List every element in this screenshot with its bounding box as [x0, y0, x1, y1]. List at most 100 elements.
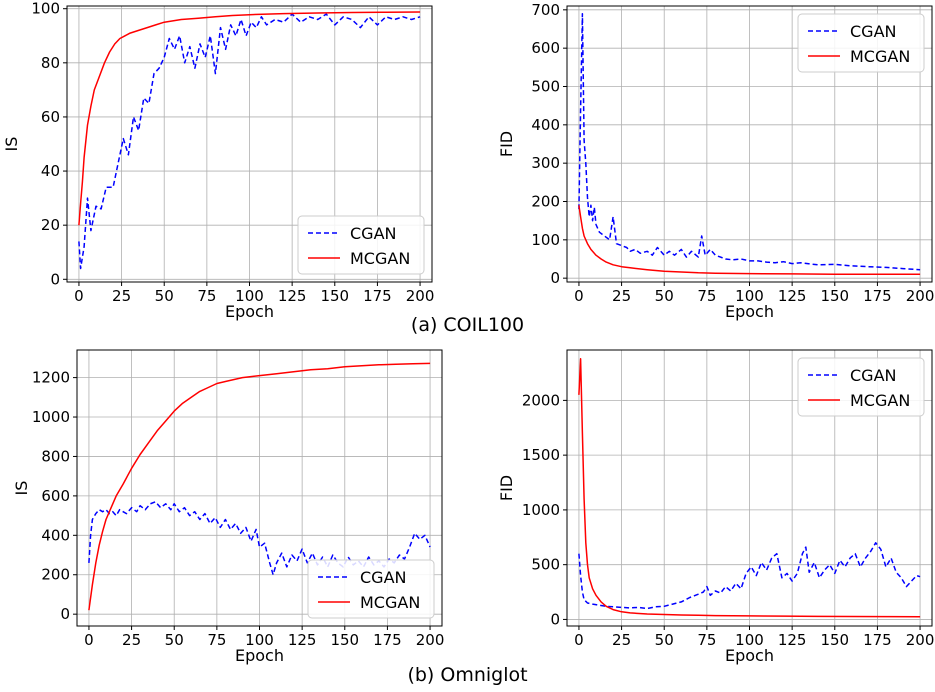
x-tick-label: 100: [245, 631, 274, 649]
x-axis-label: Epoch: [235, 646, 284, 665]
x-tick-label: 100: [235, 287, 264, 305]
x-tick-label: 200: [906, 287, 935, 305]
legend-label-mcgan: MCGAN: [850, 391, 910, 410]
y-tick-label: 500: [531, 78, 560, 96]
series-line-mcgan: [78, 11, 421, 226]
x-tick-label: 25: [112, 287, 131, 305]
legend-label-cgan: CGAN: [850, 22, 896, 41]
y-tick-label: 2000: [522, 391, 560, 409]
x-tick-label: 0: [74, 287, 84, 305]
x-tick-label: 50: [655, 631, 674, 649]
y-axis-label: IS: [2, 137, 21, 152]
legend: CGAN MCGAN: [307, 559, 435, 619]
y-tick-label: 200: [41, 566, 70, 584]
x-tick-label: 125: [778, 631, 807, 649]
x-tick-label: 175: [863, 287, 892, 305]
y-axis-label: FID: [497, 131, 516, 157]
y-tick-label: 1500: [522, 446, 560, 464]
x-tick-label: 25: [122, 631, 141, 649]
legend-label-cgan: CGAN: [350, 224, 396, 243]
y-axis-label: FID: [497, 475, 516, 501]
x-tick-label: 75: [697, 287, 716, 305]
legend-label-cgan: CGAN: [850, 366, 896, 385]
y-tick-label: 40: [41, 162, 60, 180]
caption-coil100: (a) COIL100: [410, 314, 525, 336]
x-tick-label: 0: [84, 631, 94, 649]
chart-coil-fid: 0 25 50 75 100 125 150 175 200 0 100 200 300 400 500 60…: [497, 1, 935, 321]
y-tick-label: 100: [531, 231, 560, 249]
grid-lines: [567, 6, 932, 282]
legend-box: [297, 215, 425, 275]
legend-box: [797, 13, 925, 73]
legend: CGAN MCGAN: [797, 13, 925, 73]
y-tick-label: 80: [41, 54, 60, 72]
x-tick-label: 200: [906, 631, 935, 649]
x-axis-label: Epoch: [725, 302, 774, 321]
x-axis-label: Epoch: [225, 302, 274, 321]
x-tick-label: 75: [197, 287, 216, 305]
chart-coil-is: 0 25 50 75 100 125 150 175 200020406080100EpochI…: [2, 0, 435, 321]
x-tick-label: 0: [574, 287, 584, 305]
y-tick-label: 0: [50, 270, 60, 288]
series-line-mcgan: [88, 362, 431, 611]
y-tick-label: 200: [531, 193, 560, 211]
x-tick-label: 150: [330, 631, 359, 649]
legend-label-mcgan: MCGAN: [360, 593, 420, 612]
x-tick-label: 25: [612, 631, 631, 649]
series-line-mcgan: [578, 205, 921, 276]
y-tick-label: 700: [531, 1, 560, 19]
y-tick-label: 0: [550, 610, 560, 628]
y-axis-label: IS: [12, 481, 31, 496]
chart-omni-is: 0 25 50 75 100 125 150 175 200 0 200 400 600 800 1000 1…: [12, 349, 445, 665]
x-tick-label: 75: [207, 631, 226, 649]
y-tick-label: 600: [531, 39, 560, 57]
x-tick-label: 200: [416, 631, 445, 649]
y-tick-label: 1200: [32, 369, 70, 387]
legend-label-cgan: CGAN: [360, 568, 406, 587]
chart-omni-fid: 0 25 50 75 100 125 150 175 2000500100015002000Ep…: [497, 349, 935, 665]
x-tick-label: 125: [278, 287, 307, 305]
x-tick-label: 50: [155, 287, 174, 305]
x-tick-label: 50: [655, 287, 674, 305]
x-tick-label: 100: [735, 287, 764, 305]
series-line-cgan: [578, 542, 921, 610]
legend: CGAN MCGAN: [797, 357, 925, 417]
y-tick-label: 0: [550, 269, 560, 287]
x-tick-label: 200: [406, 287, 435, 305]
x-tick-label: 175: [363, 287, 392, 305]
legend: CGAN MCGAN: [297, 215, 425, 275]
grid-lines: [67, 6, 432, 282]
legend-label-mcgan: MCGAN: [850, 47, 910, 66]
y-tick-label: 20: [41, 216, 60, 234]
y-tick-label: 1000: [522, 501, 560, 519]
legend-box: [797, 357, 925, 417]
x-tick-label: 150: [320, 287, 349, 305]
x-tick-label: 125: [288, 631, 317, 649]
series-line-cgan: [78, 13, 421, 270]
series-line-cgan: [578, 12, 921, 271]
x-tick-label: 175: [863, 631, 892, 649]
y-tick-label: 300: [531, 154, 560, 172]
x-axis-label: Epoch: [725, 646, 774, 665]
y-tick-label: 400: [531, 116, 560, 134]
x-tick-label: 50: [165, 631, 184, 649]
series-line-cgan: [88, 501, 431, 576]
x-tick-label: 150: [820, 287, 849, 305]
y-tick-label: 1000: [32, 408, 70, 426]
x-tick-label: 175: [373, 631, 402, 649]
y-tick-label: 100: [31, 0, 60, 18]
x-tick-label: 25: [612, 287, 631, 305]
x-tick-label: 0: [574, 631, 584, 649]
caption-omniglot: (b) Omniglot: [407, 664, 528, 686]
x-tick-label: 125: [778, 287, 807, 305]
y-tick-label: 600: [41, 487, 70, 505]
x-tick-label: 75: [697, 631, 716, 649]
y-tick-label: 400: [41, 526, 70, 544]
legend-label-mcgan: MCGAN: [350, 249, 410, 268]
series-line-mcgan: [578, 358, 921, 618]
y-tick-label: 60: [41, 108, 60, 126]
x-tick-label: 150: [820, 631, 849, 649]
y-tick-label: 500: [531, 556, 560, 574]
legend-box: [307, 559, 435, 619]
x-tick-label: 100: [735, 631, 764, 649]
